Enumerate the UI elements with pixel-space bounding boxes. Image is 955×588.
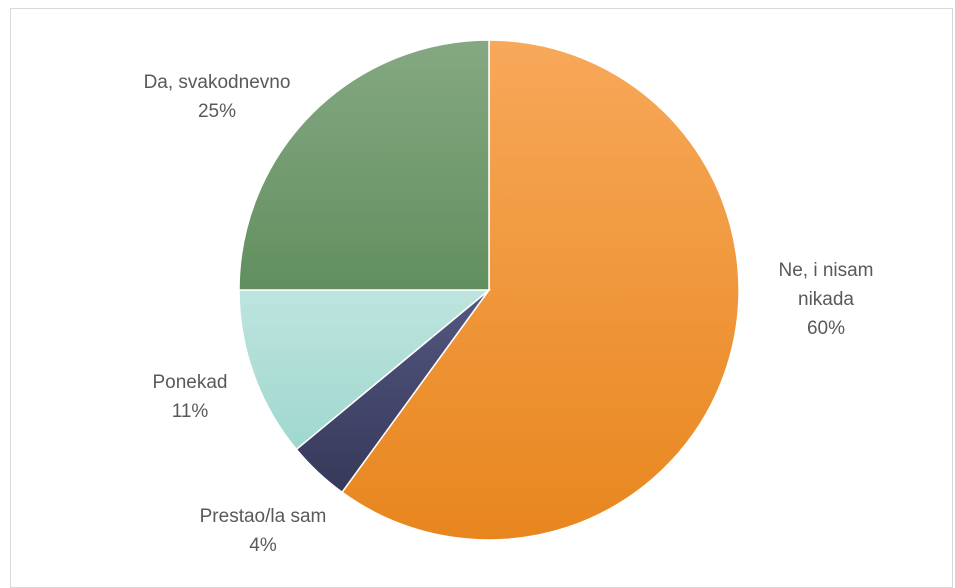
pie-slice-ne-i-nisam-nikada	[341, 39, 740, 541]
pie-slices	[238, 39, 740, 541]
pie-labels: Ne, i nisam nikada 60% Prestao/la sam 4% Pone…	[144, 72, 874, 556]
pie-chart: Ne, i nisam nikada 60% Prestao/la sam 4% Pone…	[144, 39, 874, 556]
slice-label-ne-i-nisam-nikada: Ne, i nisam	[778, 260, 873, 281]
pie-slice-ponekad	[238, 289, 492, 451]
slice-label-ne-i-nisam-nikada: nikada	[798, 289, 854, 310]
slice-value-ponekad: 11%	[172, 401, 209, 422]
slice-label-prestao-la-sam: Prestao/la sam	[200, 506, 327, 527]
pie-slice-da-svakodnevno	[238, 39, 490, 291]
slice-value-ne-i-nisam-nikada: 60%	[807, 318, 845, 339]
slice-value-da-svakodnevno: 25%	[198, 101, 236, 122]
slice-label-ponekad: Ponekad	[152, 372, 227, 393]
slice-label-da-svakodnevno: Da, svakodnevno	[144, 72, 291, 93]
slice-value-prestao-la-sam: 4%	[249, 535, 277, 556]
